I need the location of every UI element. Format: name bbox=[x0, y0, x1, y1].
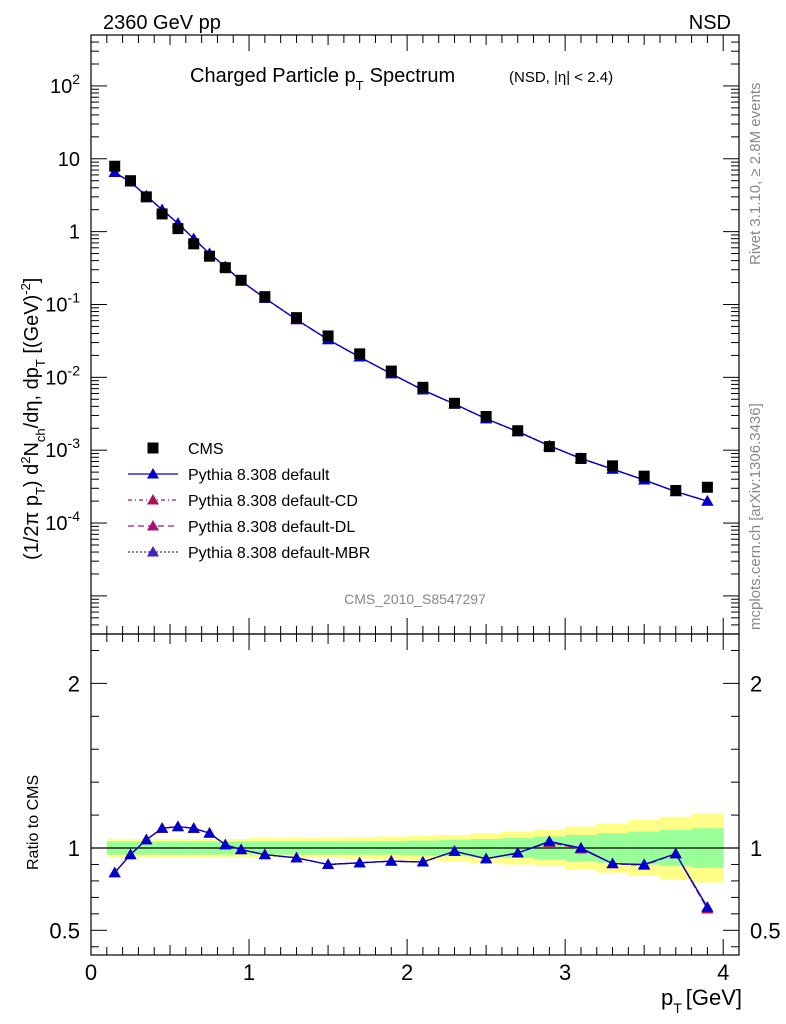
ratio-point-0 bbox=[448, 845, 461, 856]
ratio-x-tick-label: 2 bbox=[401, 960, 413, 985]
ratio-panel: 0.5 0.5 1 1 2 2 0 1 2 3 4 Ratio to CMS pT [GeV] bbox=[25, 633, 781, 1016]
ratio-point-0 bbox=[108, 866, 121, 878]
ratio-ylabel: Ratio to CMS bbox=[25, 775, 42, 870]
main-ylabel: (1/2π pT) d2Nch/dη, dpT [(GeV)-2] bbox=[18, 278, 48, 560]
ratio-point-0 bbox=[511, 846, 524, 858]
y-tick-label: 10-2 bbox=[45, 362, 80, 389]
header-right: NSD bbox=[689, 12, 731, 34]
series-1-point bbox=[701, 495, 714, 506]
cms-point bbox=[140, 191, 152, 203]
main-plot-area bbox=[108, 160, 714, 506]
ratio-point-0 bbox=[219, 838, 232, 850]
legend-marker-1 bbox=[147, 468, 159, 479]
ratio-frame bbox=[90, 633, 740, 956]
cms-point bbox=[480, 411, 492, 423]
legend-label-4: Pythia 8.308 default-MBR bbox=[188, 545, 370, 562]
y-tick-label: 10-1 bbox=[45, 289, 80, 316]
cms-point bbox=[204, 250, 216, 262]
ratio-point-0 bbox=[140, 833, 153, 845]
legend-marker-4 bbox=[147, 546, 159, 557]
cms-point bbox=[109, 160, 121, 172]
cms-point bbox=[607, 460, 619, 472]
ratio-x-tick-label: 1 bbox=[243, 960, 255, 985]
legend: CMS Pythia 8.308 default Pythia 8.308 defa… bbox=[128, 441, 370, 562]
cms-point bbox=[219, 262, 231, 274]
cms-point bbox=[322, 330, 334, 342]
cms-point bbox=[512, 425, 524, 437]
y-tick-label: 1 bbox=[69, 222, 80, 244]
cms-point bbox=[188, 238, 200, 250]
y-tick-label: 10 bbox=[58, 149, 80, 171]
legend-marker-3 bbox=[147, 520, 159, 531]
legend-marker-2 bbox=[147, 494, 159, 505]
ratio-y-tick-label-right: 1 bbox=[750, 836, 762, 861]
cms-point bbox=[638, 470, 650, 482]
cms-point bbox=[417, 381, 429, 393]
mcplots-label: mcplots.cern.ch [arXiv:1306.3436] bbox=[747, 403, 764, 630]
cms-point bbox=[575, 452, 587, 464]
cms-point bbox=[235, 274, 247, 286]
ratio-point-0 bbox=[669, 847, 682, 859]
ratio-point-0 bbox=[480, 852, 493, 864]
ratio-x-tick-label: 0 bbox=[85, 960, 97, 985]
ratio-point-0 bbox=[187, 822, 200, 833]
legend-label-0: CMS bbox=[188, 441, 224, 458]
cms-point bbox=[354, 348, 366, 360]
y-tick-label: 10-3 bbox=[45, 435, 80, 462]
ratio-axes: 0.5 0.5 1 1 2 2 0 1 2 3 4 bbox=[49, 634, 781, 985]
y-tick-label: 10-4 bbox=[45, 508, 80, 535]
ratio-point-0 bbox=[290, 851, 303, 863]
ratio-y-tick-label: 1 bbox=[68, 836, 80, 861]
legend-label-3: Pythia 8.308 default-DL bbox=[188, 519, 355, 536]
ratio-point-0 bbox=[701, 901, 714, 912]
ratio-point-0 bbox=[543, 835, 556, 846]
cms-point bbox=[449, 397, 461, 409]
main-axes: 10-4 10-3 10-2 10-1 1 10 102 bbox=[45, 34, 739, 635]
ratio-point-0 bbox=[258, 848, 271, 860]
cms-point bbox=[701, 481, 713, 493]
ratio-y-tick-label: 0.5 bbox=[49, 918, 80, 943]
cms-point bbox=[290, 312, 302, 324]
chart-title-suffix: (NSD, |η| < 2.4) bbox=[509, 69, 613, 86]
ratio-point-0 bbox=[171, 820, 184, 832]
legend-label-2: Pythia 8.308 default-CD bbox=[188, 493, 358, 510]
chart-title-text2: Spectrum bbox=[370, 65, 456, 87]
ratio-point-0 bbox=[385, 855, 398, 866]
ratio-y-tick-label-right: 0.5 bbox=[750, 918, 781, 943]
chart-title: Charged Particle pT Spectrum bbox=[190, 65, 455, 93]
ratio-point-0 bbox=[124, 848, 137, 860]
chart-title-text: Charged Particle p bbox=[190, 65, 356, 87]
ratio-point-0 bbox=[235, 843, 248, 855]
ratio-point-0 bbox=[156, 822, 169, 833]
cms-point bbox=[385, 365, 397, 377]
cms-point bbox=[156, 208, 168, 220]
y-tick-label: 102 bbox=[50, 71, 80, 98]
ratio-point-0 bbox=[638, 858, 651, 869]
ratio-y-tick-label: 2 bbox=[68, 671, 80, 696]
main-panel: 10-4 10-3 10-2 10-1 1 10 102 Charged Particle … bbox=[18, 34, 740, 635]
cms-point bbox=[172, 223, 184, 235]
legend-marker-cms bbox=[147, 442, 159, 454]
ratio-point-0 bbox=[203, 827, 216, 838]
ratio-point-0 bbox=[353, 856, 366, 868]
ratio-y-tick-label-right: 2 bbox=[750, 671, 762, 696]
legend-label-1: Pythia 8.308 default bbox=[188, 467, 330, 484]
ratio-point-0 bbox=[606, 857, 619, 869]
ratio-plot-area bbox=[91, 813, 739, 914]
cms-point bbox=[670, 484, 682, 496]
ratio-xlabel: pT [GeV] bbox=[661, 985, 742, 1016]
watermark: CMS_2010_S8547297 bbox=[344, 591, 486, 607]
rivet-label: Rivet 3.1.10, ≥ 2.8M events bbox=[747, 83, 764, 266]
ratio-point-0 bbox=[574, 842, 587, 853]
cms-point bbox=[543, 441, 555, 453]
ratio-point-0 bbox=[416, 855, 429, 867]
chart-title-sub: T bbox=[356, 78, 364, 93]
ratio-x-tick-label: 3 bbox=[559, 960, 571, 985]
header-left: 2360 GeV pp bbox=[103, 12, 221, 34]
ratio-point-0 bbox=[322, 858, 335, 869]
cms-point bbox=[125, 175, 137, 187]
ratio-x-tick-label: 4 bbox=[717, 960, 729, 985]
cms-point bbox=[259, 291, 271, 303]
